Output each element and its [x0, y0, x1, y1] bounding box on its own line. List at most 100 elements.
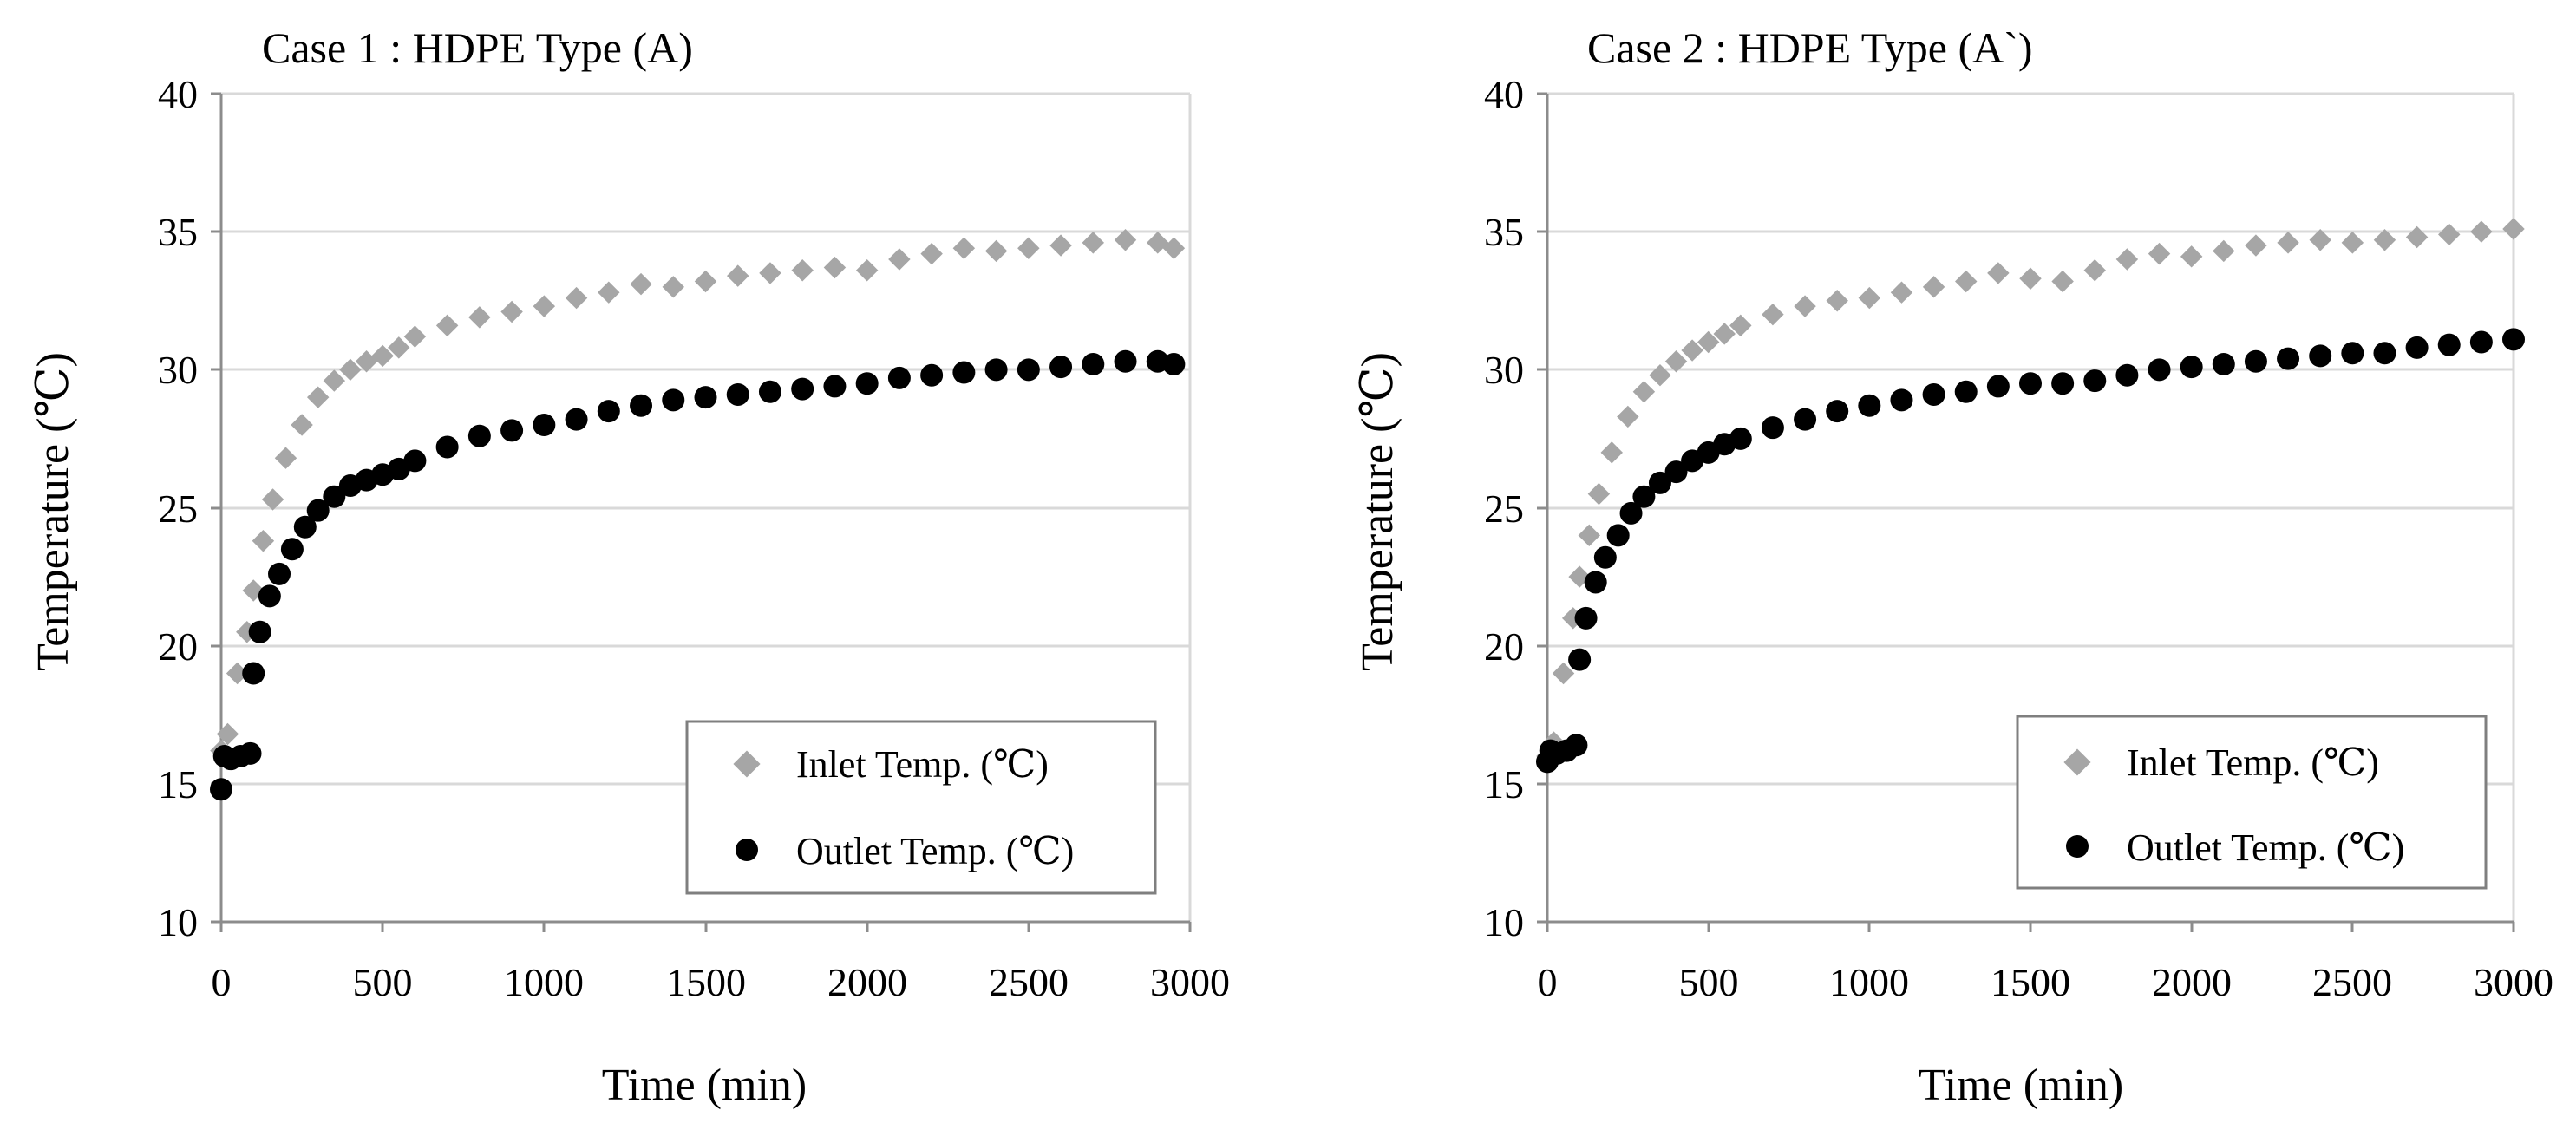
- y-tick-labels: 10 15 20 25 30 35 40: [158, 72, 198, 944]
- outlet-point: [630, 394, 653, 417]
- outlet-point: [500, 419, 524, 442]
- inlet-point: [403, 325, 427, 348]
- outlet-point: [533, 414, 556, 436]
- outlet-point: [435, 435, 459, 459]
- y-tick-label: 30: [158, 348, 198, 392]
- outlet-point: [1619, 501, 1643, 525]
- x-tick-label: 2000: [827, 960, 907, 1004]
- legend-box: [685, 720, 1157, 895]
- outlet-point: [2244, 349, 2267, 373]
- inlet-point: [791, 259, 814, 282]
- inlet-point: [291, 414, 313, 436]
- inlet-point: [2341, 232, 2364, 254]
- outlet-point: [1082, 352, 1105, 375]
- outlet-point: [2019, 372, 2042, 395]
- y-tick-label: 10: [1484, 900, 1524, 944]
- x-tick-label: 3000: [2474, 960, 2553, 1004]
- inlet-point: [1890, 281, 1913, 304]
- inlet-point: [1578, 524, 1601, 547]
- outlet-point: [1017, 358, 1040, 382]
- axes: [1537, 92, 2515, 932]
- inlet-point: [952, 237, 976, 259]
- legend-inlet-label: Inlet Temp. (℃): [796, 743, 1049, 786]
- inlet-point: [2245, 234, 2267, 257]
- y-tick-label: 40: [1484, 72, 1524, 116]
- outlet-point: [258, 584, 281, 608]
- inlet-point: [2083, 259, 2106, 282]
- inlet-point: [1017, 237, 1040, 259]
- outlet-point: [662, 388, 685, 412]
- y-tick-label: 20: [158, 624, 198, 669]
- inlet-point: [2277, 232, 2299, 254]
- chart-title: Case 1 : HDPE Type (A): [262, 23, 693, 72]
- legend: Inlet Temp. (℃) Outlet Temp. (℃): [2016, 715, 2488, 890]
- inlet-point: [468, 306, 491, 329]
- inlet-point: [1082, 232, 1105, 254]
- legend: Inlet Temp. (℃) Outlet Temp. (℃): [685, 720, 1157, 895]
- outlet-point: [984, 358, 1008, 382]
- outlet-point: [2437, 333, 2461, 356]
- inlet-point: [339, 358, 362, 382]
- x-tick-label: 2500: [989, 960, 1069, 1004]
- x-tick-label: 3000: [1150, 960, 1230, 1004]
- outlet-point: [1584, 571, 1607, 594]
- inlet-point: [1649, 363, 1671, 387]
- outlet-point: [920, 363, 944, 387]
- inlet-point: [2405, 225, 2429, 249]
- series-marks: [210, 228, 1186, 801]
- inlet-point: [1955, 270, 1978, 293]
- inlet-point: [855, 259, 879, 282]
- x-axis-label: Time (min): [602, 1061, 807, 1110]
- x-tick-labels: 0 500 1000 1500 2000 2500 3000: [212, 960, 1231, 1004]
- legend-outlet-label: Outlet Temp. (℃): [2127, 826, 2404, 869]
- inlet-point: [1794, 295, 1816, 317]
- x-tick-label: 500: [353, 960, 413, 1004]
- x-tick-label: 2000: [2152, 960, 2232, 1004]
- outlet-point: [855, 372, 879, 395]
- x-tick-label: 1500: [1991, 960, 2070, 1004]
- inlet-point: [888, 248, 911, 271]
- legend-inlet-marker: [2063, 748, 2091, 776]
- inlet-point: [662, 276, 684, 298]
- x-tick-label: 1500: [666, 960, 746, 1004]
- inlet-point: [2438, 223, 2461, 246]
- outlet-point: [2277, 347, 2300, 370]
- y-tick-label: 20: [1484, 624, 1524, 669]
- y-tick-label: 30: [1484, 348, 1524, 392]
- inlet-point: [1987, 262, 2010, 284]
- inlet-series: [210, 228, 1186, 762]
- outlet-point: [280, 538, 304, 561]
- x-axis-label: Time (min): [1919, 1061, 2123, 1110]
- outlet-point: [1606, 524, 1630, 547]
- outlet-point: [210, 778, 232, 801]
- outlet-point: [726, 382, 749, 406]
- outlet-series: [1536, 328, 2525, 774]
- x-tick-label: 500: [1679, 960, 1739, 1004]
- x-tick-label: 0: [1538, 960, 1558, 1004]
- inlet-point: [226, 662, 249, 685]
- outlet-point: [1922, 382, 1945, 406]
- legend-outlet-marker: [736, 839, 758, 861]
- outlet-point: [1826, 400, 1849, 423]
- outlet-point: [823, 375, 847, 398]
- inlet-point: [435, 314, 459, 337]
- outlet-point: [1761, 416, 1784, 440]
- outlet-point: [2405, 336, 2429, 359]
- inlet-point: [2180, 245, 2203, 268]
- outlet-point: [694, 386, 717, 409]
- inlet-point: [1617, 405, 1639, 428]
- outlet-point: [248, 620, 271, 643]
- inlet-point: [1762, 303, 1784, 326]
- outlet-point: [1954, 380, 1978, 403]
- outlet-point: [1890, 388, 1913, 412]
- outlet-point: [1565, 734, 1588, 757]
- outlet-point: [239, 741, 262, 765]
- outlet-point: [1114, 349, 1137, 373]
- inlet-point: [261, 488, 284, 511]
- inlet-point: [1587, 482, 1611, 506]
- inlet-point: [1600, 441, 1623, 464]
- inlet-point: [1858, 286, 1881, 310]
- x-tick-labels: 0 500 1000 1500 2000 2500 3000: [1538, 960, 2554, 1004]
- outlet-point: [1729, 427, 1752, 450]
- outlet-point: [2083, 369, 2107, 393]
